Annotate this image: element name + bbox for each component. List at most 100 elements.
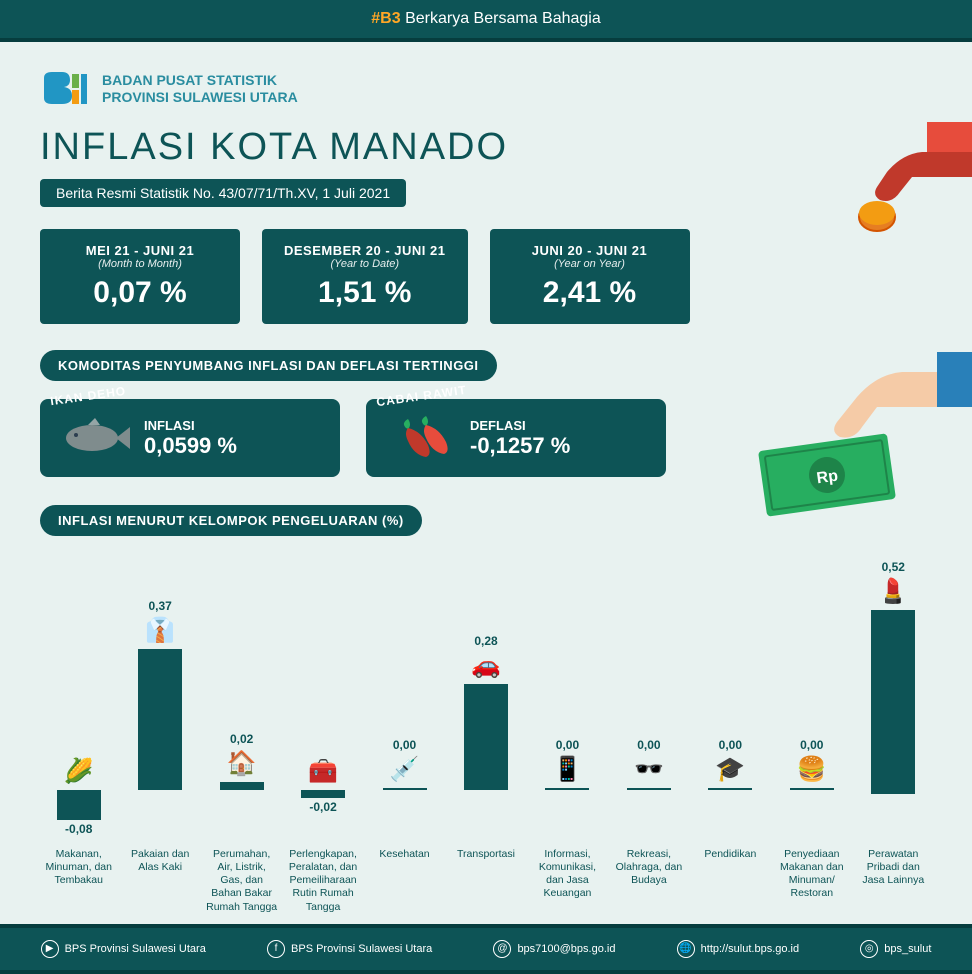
bar-value-label: 0,02: [230, 732, 253, 746]
facebook-icon: f: [267, 940, 285, 958]
bar-column: 0,00 🎓: [692, 560, 769, 840]
category-label: Penyediaan Makanan dan Minuman/ Restoran: [773, 848, 850, 914]
stat-period: DESEMBER 20 - JUNI 21: [284, 243, 446, 258]
commodity-inflasi: IKAN DEHO INFLASI 0,0599 %: [40, 399, 340, 477]
category-icon: 💄: [878, 577, 908, 606]
stat-value: 1,51 %: [284, 276, 446, 310]
category-label: Makanan, Minuman, dan Tembakau: [40, 848, 117, 914]
bar-column: 0,00 📱: [529, 560, 606, 840]
footer-instagram[interactable]: ◎ bps_sulut: [860, 940, 931, 958]
commodity-type: INFLASI: [144, 418, 237, 433]
bar-rect: [220, 782, 264, 790]
bar-rect: [708, 788, 752, 790]
bar-column: 0,28 🚗: [447, 560, 524, 840]
email-icon: @: [493, 940, 511, 958]
main-container: Rp BADAN PUSAT STATISTIK PROVINSI SULAWE…: [0, 42, 972, 924]
footer-text: bps_sulut: [884, 943, 931, 955]
category-label: Perawatan Pribadi dan Jasa Lainnya: [855, 848, 932, 914]
bar-column: 0,00 💉: [366, 560, 443, 840]
category-icon: 👔: [145, 616, 175, 645]
bar-rect: [464, 684, 508, 790]
commodity-heading: KOMODITAS PENYUMBANG INFLASI DAN DEFLASI…: [40, 350, 497, 381]
bar-value-label: 0,00: [719, 738, 742, 752]
bar-column: 🧰 -0,02: [284, 560, 361, 840]
fish-icon: [60, 413, 130, 463]
footer-text: http://sulut.bps.go.id: [701, 943, 799, 955]
stat-sub: (Month to Month): [62, 258, 218, 270]
footer-web[interactable]: 🌐 http://sulut.bps.go.id: [677, 940, 799, 958]
bar-rect: [545, 788, 589, 790]
org-line1: BADAN PUSAT STATISTIK: [102, 72, 298, 89]
hand-coin-illustration: [792, 92, 972, 272]
category-label: Kesehatan: [366, 848, 443, 914]
category-icon: 🏠: [227, 749, 257, 778]
chart-heading: INFLASI MENURUT KELOMPOK PENGELUARAN (%): [40, 505, 422, 536]
category-icon: 🚗: [471, 651, 501, 680]
bar-column: 0,00 🍔: [773, 560, 850, 840]
chili-icon: [386, 413, 456, 463]
footer-text: BPS Provinsi Sulawesi Utara: [65, 943, 206, 955]
bar-rect: [383, 788, 427, 790]
bar-value-label: 0,52: [882, 560, 905, 574]
chart-bars: 🌽-0,080,37👔0,02🏠🧰-0,020,00💉0,28🚗0,00📱0,0…: [40, 560, 932, 840]
stat-sub: (Year on Year): [512, 258, 668, 270]
commodity-name: IKAN DEHO: [49, 384, 127, 408]
hand-money-illustration: Rp: [742, 352, 972, 532]
commodity-value: -0,1257 %: [470, 433, 570, 459]
category-icon: 📱: [553, 755, 583, 784]
youtube-icon: ▶: [41, 940, 59, 958]
category-label: Pendidikan: [692, 848, 769, 914]
bar-value-label: 0,00: [800, 738, 823, 752]
banner-text: Berkarya Bersama Bahagia: [405, 10, 601, 27]
bar-value-label: 0,37: [149, 599, 172, 613]
commodity-text: INFLASI 0,0599 %: [144, 418, 237, 459]
category-icon: 💉: [390, 755, 420, 784]
chart-categories: Makanan, Minuman, dan TembakauPakaian da…: [40, 848, 932, 914]
bps-logo: [40, 70, 90, 108]
footer-facebook[interactable]: f BPS Provinsi Sulawesi Utara: [267, 940, 432, 958]
subtitle: Berita Resmi Statistik No. 43/07/71/Th.X…: [40, 179, 406, 207]
bar-rect: [871, 610, 915, 794]
bar-value-label: -0,02: [301, 800, 345, 814]
footer-youtube[interactable]: ▶ BPS Provinsi Sulawesi Utara: [41, 940, 206, 958]
stat-card-yoy: JUNI 20 - JUNI 21 (Year on Year) 2,41 %: [490, 229, 690, 324]
category-icon: 🌽: [64, 757, 94, 786]
bar-column: 0,00🕶️: [610, 560, 687, 840]
bar-rect: [138, 649, 182, 790]
commodity-type: DEFLASI: [470, 418, 570, 433]
stat-card-ytd: DESEMBER 20 - JUNI 21 (Year to Date) 1,5…: [262, 229, 468, 324]
category-label: Perlengkapan, Peralatan, dan Pemeilihara…: [284, 848, 361, 914]
commodity-text: DEFLASI -0,1257 %: [470, 418, 570, 459]
top-banner: #B3 Berkarya Bersama Bahagia: [0, 0, 972, 42]
globe-icon: 🌐: [677, 940, 695, 958]
bar-column: 0,02 🏠: [203, 560, 280, 840]
category-label: Pakaian dan Alas Kaki: [121, 848, 198, 914]
svg-text:Rp: Rp: [816, 468, 840, 488]
org-name: BADAN PUSAT STATISTIK PROVINSI SULAWESI …: [102, 72, 298, 106]
bar-chart: 🌽-0,080,37👔0,02🏠🧰-0,020,00💉0,28🚗0,00📱0,0…: [40, 560, 932, 914]
footer-text: bps7100@bps.go.id: [517, 943, 615, 955]
category-icon: 🍔: [797, 755, 827, 784]
commodity-deflasi: CABAI RAWIT DEFLASI -0,1257 %: [366, 399, 666, 477]
bar-rect: [627, 788, 671, 790]
footer-text: BPS Provinsi Sulawesi Utara: [291, 943, 432, 955]
category-label: Rekreasi, Olahraga, dan Budaya: [610, 848, 687, 914]
commodity-value: 0,0599 %: [144, 433, 237, 459]
stat-sub: (Year to Date): [284, 258, 446, 270]
bar-rect: [301, 790, 345, 798]
stat-value: 2,41 %: [512, 276, 668, 310]
bar-column: 0,37 👔: [121, 560, 198, 840]
banner-hashtag: #B3: [371, 10, 400, 27]
bar-value-label: 0,28: [474, 634, 497, 648]
bar-value-label: -0,08: [57, 822, 101, 836]
bar-value-label: 0,00: [393, 738, 416, 752]
instagram-icon: ◎: [860, 940, 878, 958]
category-icon: 🧰: [308, 757, 338, 786]
stat-period: MEI 21 - JUNI 21: [62, 243, 218, 258]
bar-value-label: 0,00: [637, 738, 660, 752]
footer-email[interactable]: @ bps7100@bps.go.id: [493, 940, 615, 958]
org-line2: PROVINSI SULAWESI UTARA: [102, 89, 298, 106]
bar-value-label: 0,00: [556, 738, 579, 752]
category-icon: 🎓: [715, 755, 745, 784]
stat-value: 0,07 %: [62, 276, 218, 310]
